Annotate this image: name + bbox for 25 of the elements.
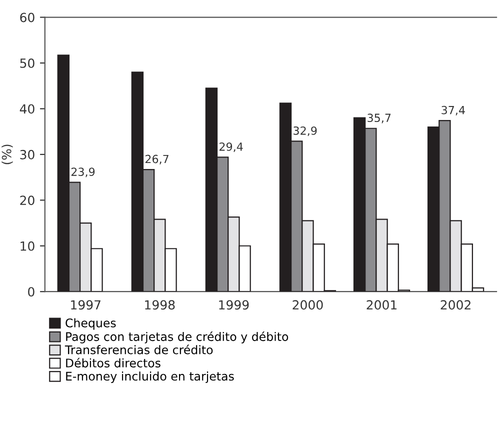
legend-label: Débitos directos — [66, 358, 160, 368]
y-tick-label: 40 — [20, 104, 34, 114]
data-label: 35,7 — [368, 114, 391, 124]
y-tick-label: 60 — [20, 12, 34, 22]
x-tick-label: 2001 — [366, 300, 397, 310]
y-tick-label: 50 — [20, 58, 34, 68]
y-axis-title: (%) — [2, 144, 13, 164]
y-tick-label: 10 — [20, 241, 34, 251]
data-label: 37,4 — [442, 106, 465, 116]
x-tick-label: 2000 — [292, 300, 323, 310]
data-label: 32,9 — [294, 126, 317, 136]
legend-label: Pagos con tarjetas de crédito y débito — [66, 331, 288, 344]
y-tick-label: 30 — [20, 150, 34, 160]
legend-label: Cheques — [66, 318, 116, 330]
legend-label: Transferencias de crédito — [64, 344, 213, 354]
x-tick-label: 1998 — [145, 300, 175, 310]
y-tick-label: 0 — [28, 287, 34, 297]
x-tick-label: 1997 — [71, 300, 100, 310]
data-label: 23,9 — [71, 168, 95, 178]
data-label: 29,4 — [220, 142, 243, 152]
y-tick-label: 20 — [20, 196, 34, 206]
x-tick-label: 1999 — [219, 300, 249, 310]
data-label: 26,7 — [145, 154, 168, 164]
legend-label: E-money incluido en tarjetas — [66, 372, 234, 383]
x-tick-label: 2002 — [440, 300, 470, 310]
